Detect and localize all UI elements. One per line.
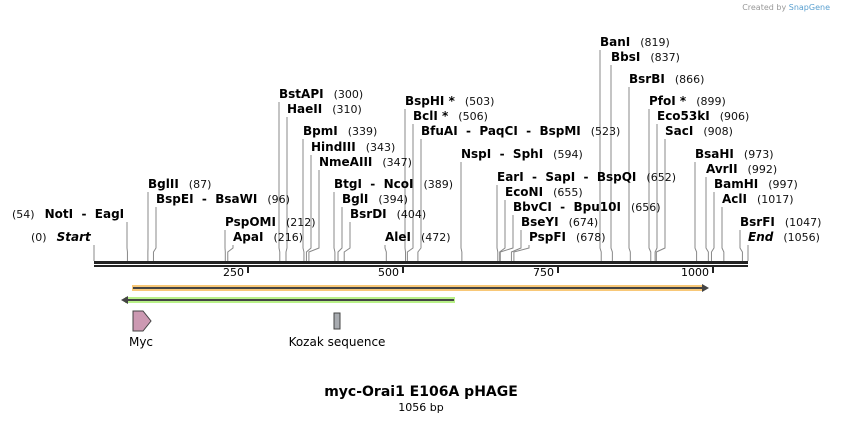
site-label[interactable]: NmeAIII (347) <box>319 155 412 169</box>
site-leader-line <box>152 207 157 261</box>
site-leader-line <box>404 109 407 261</box>
site-label[interactable]: BglII (87) <box>148 177 212 191</box>
site-leader-line <box>655 139 666 261</box>
site-leader-line <box>305 155 312 261</box>
orf-reverse[interactable] <box>121 296 455 304</box>
site-leader-line <box>739 230 743 261</box>
site-leader-lines <box>93 50 749 261</box>
ruler-tick-label: 750 <box>533 266 554 279</box>
myc-feature-arrow[interactable] <box>132 310 152 332</box>
ruler-tick-label: 250 <box>223 266 244 279</box>
site-label[interactable]: BglI (394) <box>342 192 408 206</box>
site-label[interactable]: HaeII (310) <box>287 102 362 116</box>
site-label[interactable]: PspFI (678) <box>529 230 606 244</box>
site-leader-line <box>510 230 522 261</box>
site-leader-line <box>705 177 709 261</box>
site-label[interactable]: BclI * (506) <box>413 109 488 123</box>
site-leader-line <box>499 200 506 261</box>
site-label[interactable]: BtgI - NcoI (389) <box>334 177 454 191</box>
site-leader-line <box>628 87 631 261</box>
site-label[interactable]: BsrBI (866) <box>629 72 705 86</box>
site-label[interactable]: End (1056) <box>748 230 820 244</box>
site-label[interactable]: BsrDI (404) <box>350 207 427 221</box>
plasmid-title: myc-Orai1 E106A pHAGE <box>324 384 518 400</box>
site-label[interactable]: SacI (908) <box>665 124 733 138</box>
site-leader-line <box>721 207 725 261</box>
site-leader-line <box>278 102 281 261</box>
site-leader-line <box>710 192 715 261</box>
site-leader-line <box>406 124 414 261</box>
snapgene-logo: SnapGene <box>788 3 830 12</box>
site-leader-line <box>308 170 320 261</box>
kozak-feature-box[interactable] <box>333 312 341 330</box>
site-leader-line <box>302 139 305 261</box>
site-label[interactable]: (0) Start <box>31 230 91 244</box>
site-label[interactable]: AclI (1017) <box>722 192 794 206</box>
site-leader-line <box>227 245 234 261</box>
site-leader-line <box>337 207 343 261</box>
site-leader-line <box>460 162 463 261</box>
site-label[interactable]: BfuAI - PaqCI - BspMI (523) <box>421 124 621 138</box>
site-leader-line <box>654 124 658 261</box>
site-leader-line <box>610 65 613 261</box>
site-label[interactable]: BamHI (997) <box>714 177 798 191</box>
site-label[interactable]: NspI - SphI (594) <box>461 147 583 161</box>
site-label[interactable]: BsaHI (973) <box>695 147 774 161</box>
site-label[interactable]: ApaI (216) <box>233 230 304 244</box>
plasmid-length: 1056 bp <box>398 401 444 414</box>
site-leader-line <box>648 109 652 261</box>
site-leader-line <box>333 192 336 261</box>
site-label[interactable]: BbvCI - Bpu10I (656) <box>513 200 661 214</box>
site-label[interactable]: BanI (819) <box>600 35 670 49</box>
site-label[interactable]: EcoNI (655) <box>505 185 583 199</box>
site-leader-line <box>496 185 499 261</box>
backbone-bottom-strand <box>94 265 748 267</box>
site-label[interactable]: BpmI (339) <box>303 124 378 138</box>
site-label[interactable]: Eco53kI (906) <box>657 109 750 123</box>
site-label[interactable]: BbsI (837) <box>611 50 680 64</box>
site-label[interactable]: BspHI * (503) <box>405 94 495 108</box>
ruler-tick-label: 500 <box>378 266 399 279</box>
site-label[interactable]: BseYI (674) <box>521 215 599 229</box>
site-leader-line <box>417 139 422 261</box>
myc-feature-label[interactable]: Myc <box>128 335 154 349</box>
ruler-tick-label: 1000 <box>681 266 709 279</box>
site-label[interactable]: PspOMI (212) <box>225 215 316 229</box>
site-leader-line <box>343 222 351 261</box>
site-label[interactable]: BstAPI (300) <box>279 87 364 101</box>
site-leader-line <box>694 162 698 261</box>
snapgene-credit: Created by SnapGene <box>742 3 830 12</box>
site-label[interactable]: (54) NotI - EagI <box>12 207 125 221</box>
site-label[interactable]: AleI (472) <box>385 230 451 244</box>
kozak-feature-label[interactable]: Kozak sequence <box>288 335 386 349</box>
site-label[interactable]: BsrFI (1047) <box>740 215 822 229</box>
site-leader-line <box>384 245 387 261</box>
site-label[interactable]: AvrII (992) <box>706 162 778 176</box>
site-leader-line <box>285 117 288 261</box>
site-label[interactable]: BspEI - BsaWI (96) <box>156 192 290 206</box>
site-label[interactable]: HindIII (343) <box>311 140 396 154</box>
site-leader-line <box>499 215 514 261</box>
site-leader-line <box>599 50 602 261</box>
orf-forward[interactable] <box>132 284 709 292</box>
site-label[interactable]: PfoI * (899) <box>649 94 726 108</box>
ruler-ticks <box>247 267 714 273</box>
backbone-top-strand <box>94 261 748 264</box>
site-leader-line <box>513 245 530 261</box>
site-label[interactable]: EarI - SapI - BspQI (652) <box>497 170 676 184</box>
